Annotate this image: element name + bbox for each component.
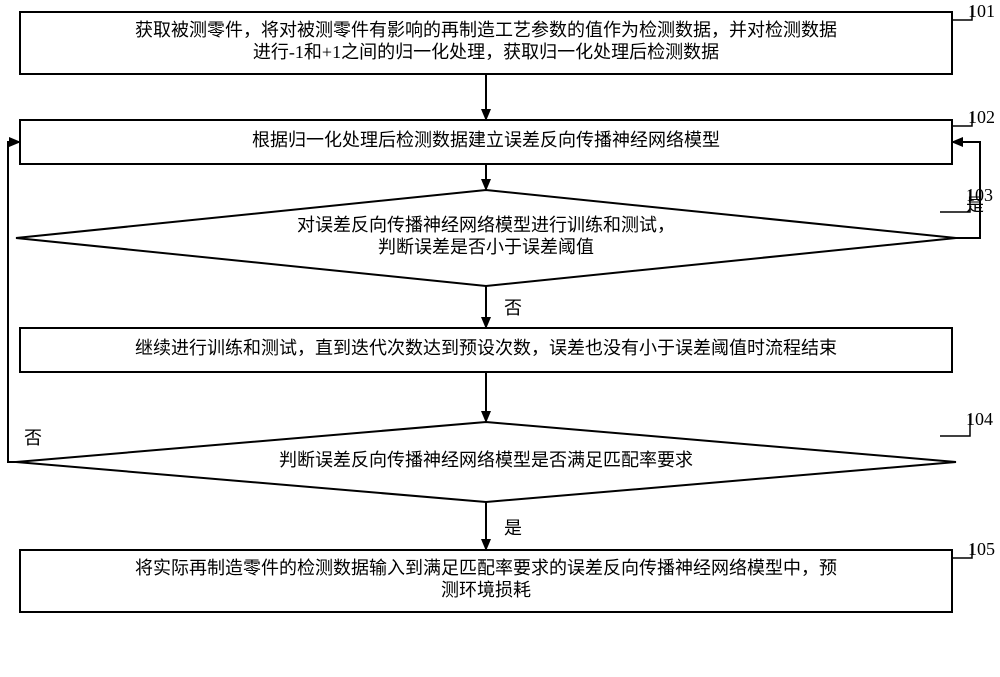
edge-label: 否	[24, 428, 42, 448]
step-number-label: 104	[966, 409, 993, 429]
flow-step-step102: 根据归一化处理后检测数据建立误差反向传播神经网络模型	[20, 120, 952, 164]
step-number-label: 101	[968, 1, 995, 21]
flow-step-step105: 将实际再制造零件的检测数据输入到满足匹配率要求的误差反向传播神经网络模型中，预测…	[20, 550, 952, 612]
flow-step-text: 根据归一化处理后检测数据建立误差反向传播神经网络模型	[252, 130, 720, 150]
flow-step-text: 继续进行训练和测试，直到迭代次数达到预设次数，误差也没有小于误差阈值时流程结束	[135, 338, 837, 358]
step-number-label: 102	[968, 107, 995, 127]
flow-edge-2: 否	[486, 286, 522, 328]
flow-decision-step103: 对误差反向传播神经网络模型进行训练和测试，判断误差是否小于误差阈值	[16, 190, 956, 286]
flow-decision-text: 对误差反向传播神经网络模型进行训练和测试，判断误差是否小于误差阈值	[297, 215, 675, 257]
flow-step-step_retry: 继续进行训练和测试，直到迭代次数达到预设次数，误差也没有小于误差阈值时流程结束	[20, 328, 952, 372]
step-number-label: 103	[966, 185, 993, 205]
step-number-label: 105	[968, 539, 995, 559]
flow-step-step101: 获取被测零件，将对被测零件有影响的再制造工艺参数的值作为检测数据，并对检测数据进…	[20, 12, 952, 74]
flow-edge-4: 是	[486, 502, 522, 550]
edge-label: 是	[504, 518, 522, 538]
flow-edge-6: 否	[8, 142, 42, 462]
flow-decision-text: 判断误差反向传播神经网络模型是否满足匹配率要求	[279, 450, 693, 470]
flow-step-text: 获取被测零件，将对被测零件有影响的再制造工艺参数的值作为检测数据，并对检测数据进…	[135, 20, 837, 62]
edge-label: 否	[504, 298, 522, 318]
flow-step-text: 将实际再制造零件的检测数据输入到满足匹配率要求的误差反向传播神经网络模型中，预测…	[135, 558, 837, 600]
flow-decision-step104: 判断误差反向传播神经网络模型是否满足匹配率要求	[16, 422, 956, 502]
flowchart-canvas: 获取被测零件，将对被测零件有影响的再制造工艺参数的值作为检测数据，并对检测数据进…	[0, 0, 1000, 677]
